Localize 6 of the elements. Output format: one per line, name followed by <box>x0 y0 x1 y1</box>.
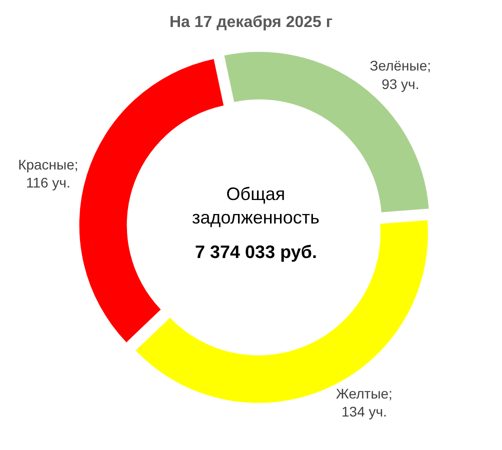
chart-title: На 17 декабря 2025 г <box>169 14 333 31</box>
text: Общая задолженность <box>192 184 320 228</box>
slice-label: Красные; 116 уч. <box>18 156 78 191</box>
text: 7 374 033 руб. <box>195 242 317 262</box>
slice-label: Зелёные; 93 уч. <box>370 58 431 92</box>
slice-label: Желтые; 134 уч. <box>336 385 392 420</box>
